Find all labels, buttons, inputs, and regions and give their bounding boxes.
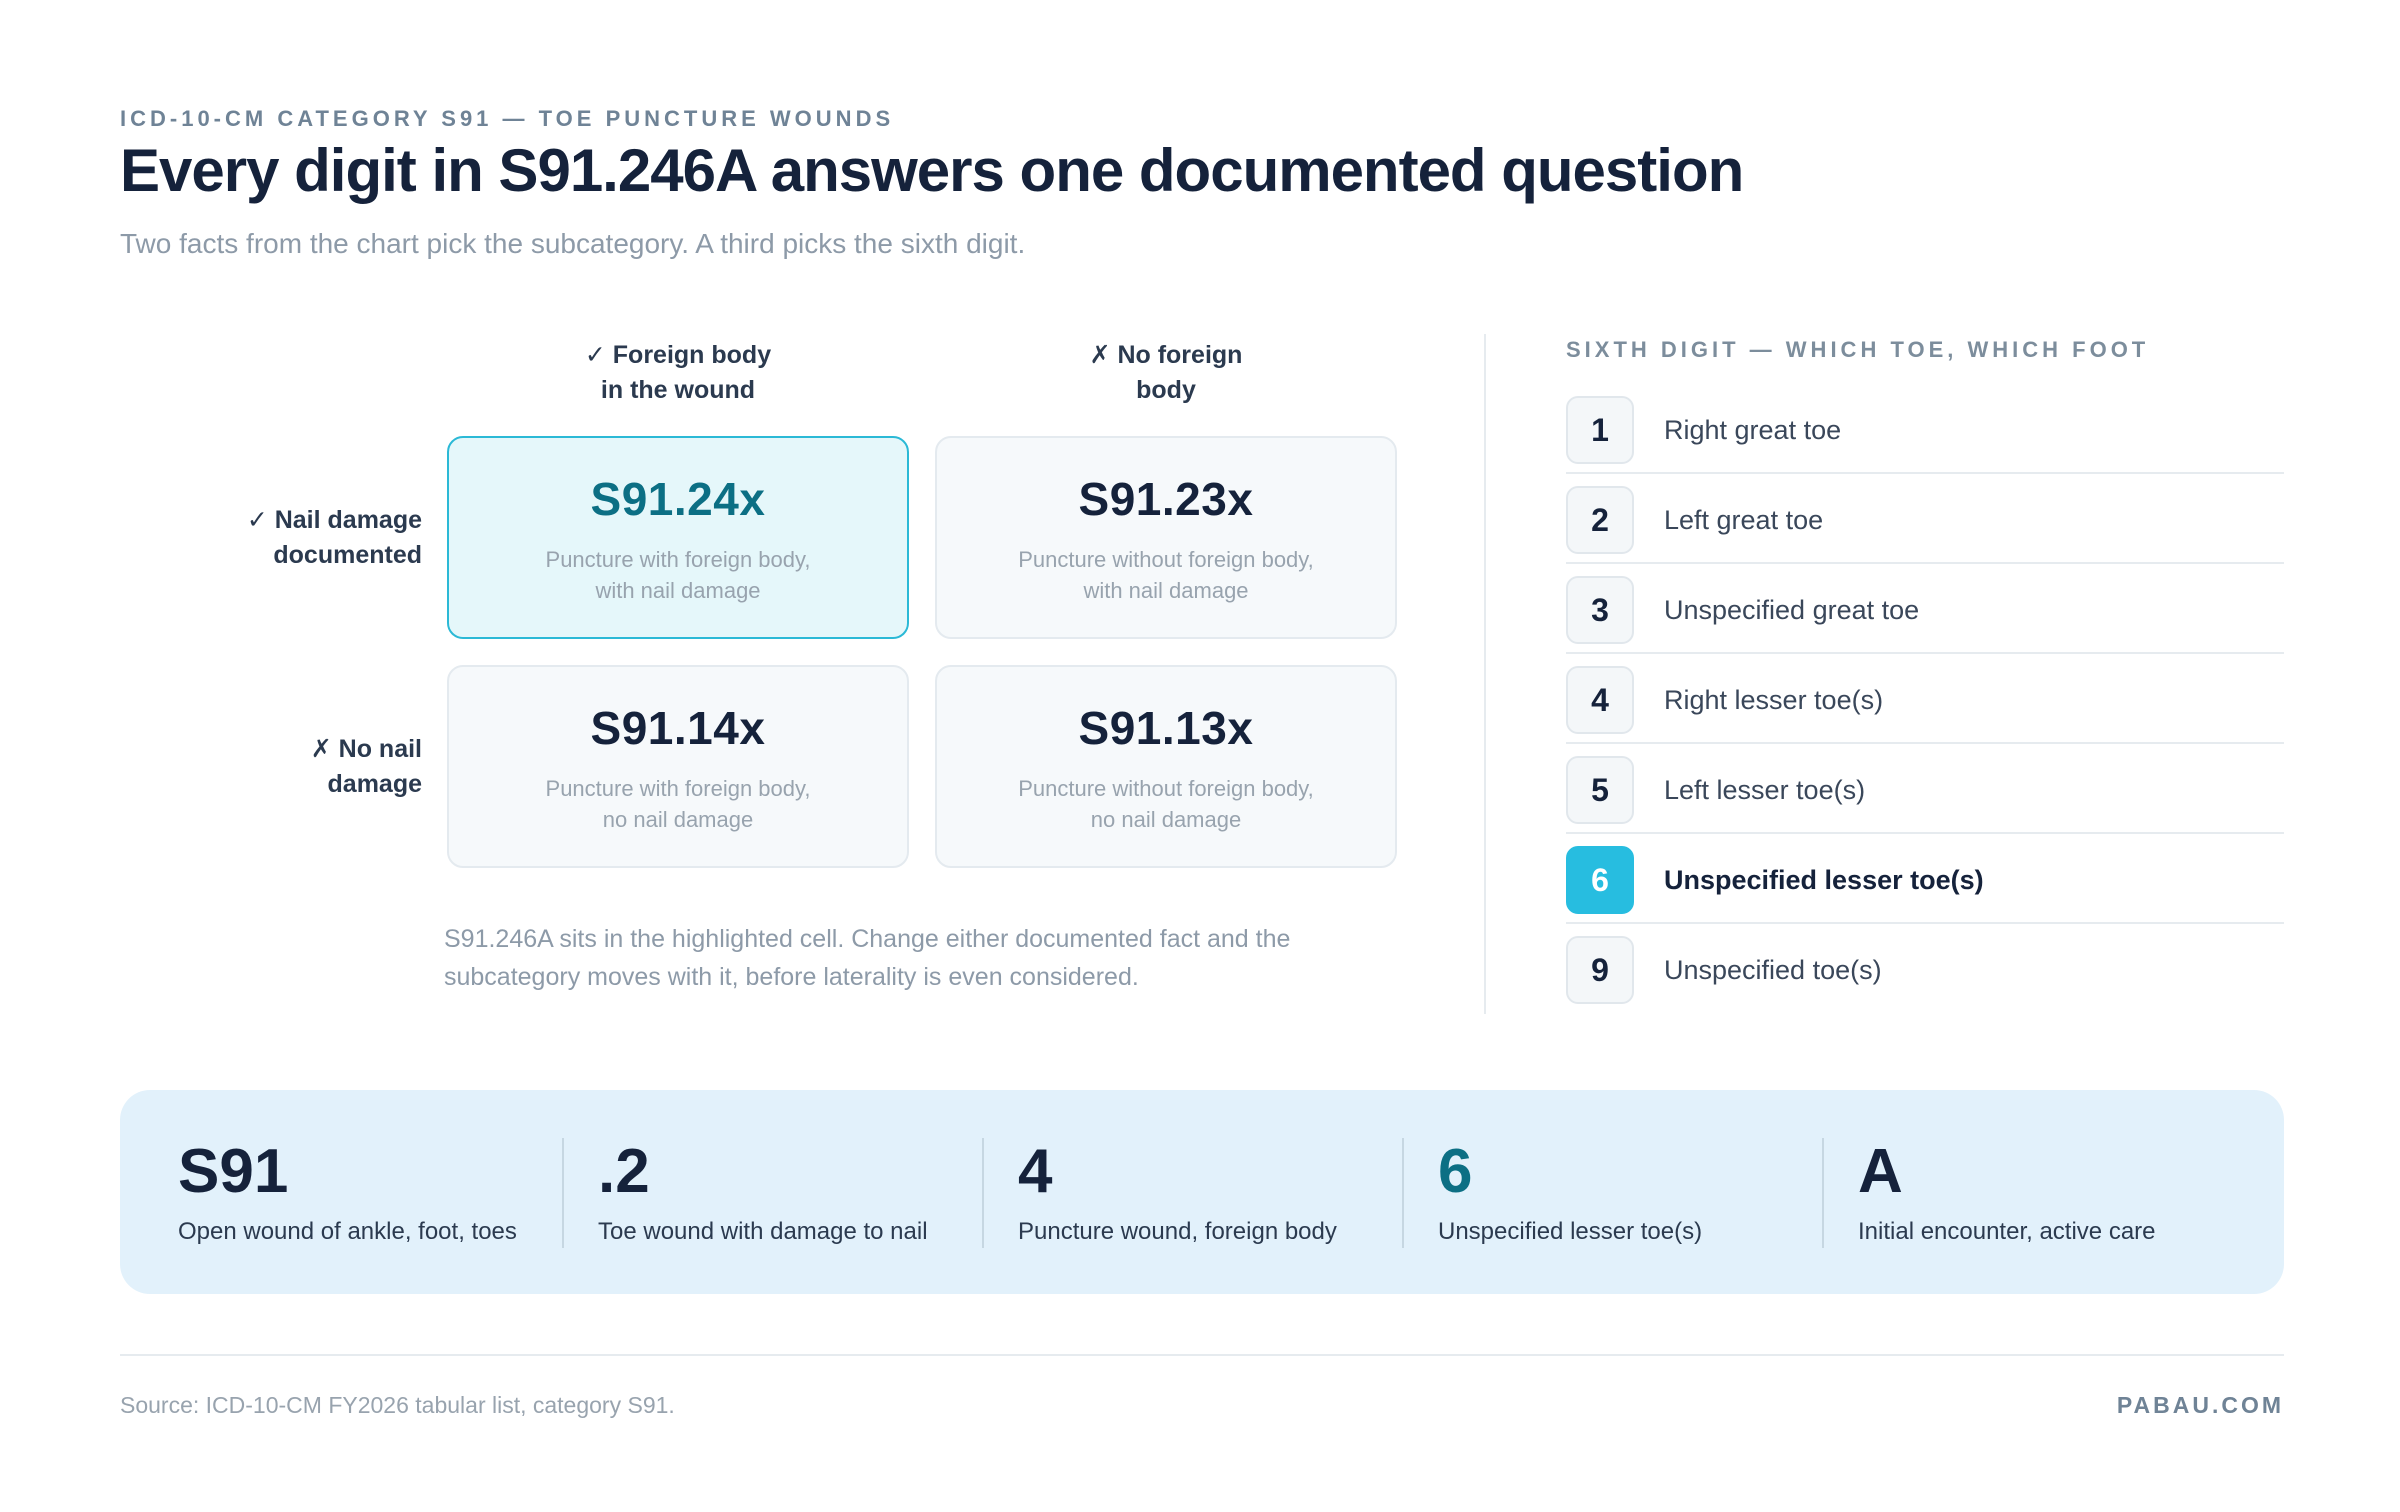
breakdown-part: S91 [178, 1137, 289, 1206]
vertical-divider [1484, 334, 1486, 1014]
digit-badge: 2 [1566, 486, 1634, 554]
segment-divider [562, 1138, 564, 1248]
col-header-line: ✗ No foreign [1089, 341, 1243, 369]
breakdown-label: Open wound of ankle, foot, toes [178, 1218, 517, 1245]
list-item: 4 Right lesser toe(s) [1566, 654, 2284, 744]
note-line: S91.246A sits in the highlighted cell. C… [444, 925, 1291, 953]
cell-desc-line: Puncture without foreign body, [1018, 547, 1314, 572]
cell-code: S91.13x [1078, 702, 1254, 754]
digit-label: Left lesser toe(s) [1664, 775, 1866, 805]
digit-badge: 4 [1566, 666, 1634, 734]
row-header-nail-damage: ✓ Nail damage documented [180, 503, 422, 573]
cell-desc-line: with nail damage [595, 578, 761, 603]
breakdown-label: Puncture wound, foreign body [1018, 1218, 1337, 1245]
matrix-cell-s91-14x: S91.14x Puncture with foreign body, no n… [447, 665, 909, 868]
cell-description: Puncture without foreign body, no nail d… [937, 773, 1395, 835]
digit-label: Left great toe [1664, 505, 1824, 535]
digit-label: Unspecified toe(s) [1664, 955, 1882, 985]
cell-desc-line: no nail damage [602, 807, 754, 832]
source-note: Source: ICD-10-CM FY2026 tabular list, c… [120, 1392, 675, 1418]
segment-divider [1402, 1138, 1404, 1248]
breakdown-label: Unspecified lesser toe(s) [1438, 1218, 1703, 1245]
breakdown-segment-category: S91 Open wound of ankle, foot, toes [120, 1090, 538, 1294]
matrix-cell-s91-24x: S91.24x Puncture with foreign body, with… [447, 436, 909, 639]
digit-label: Unspecified lesser toe(s) [1664, 865, 1984, 895]
row-header-line: documented [273, 541, 422, 569]
cell-code: S91.24x [590, 473, 766, 525]
cell-desc-line: no nail damage [1090, 807, 1242, 832]
digit-badge: 1 [1566, 396, 1634, 464]
list-item-selected: 6 Unspecified lesser toe(s) [1566, 834, 2284, 924]
cell-desc-line: with nail damage [1083, 578, 1249, 603]
list-item: 9 Unspecified toe(s) [1566, 924, 2284, 1014]
digit-badge: 6 [1566, 846, 1634, 914]
matrix-note: S91.246A sits in the highlighted cell. C… [444, 920, 1404, 996]
footer-divider [120, 1354, 2284, 1356]
cell-desc-line: Puncture with foreign body, [545, 547, 811, 572]
matrix-cell-s91-23x: S91.23x Puncture without foreign body, w… [935, 436, 1397, 639]
breakdown-part: A [1858, 1137, 1903, 1206]
breakdown-part: .2 [598, 1137, 650, 1206]
matrix-cell-s91-13x: S91.13x Puncture without foreign body, n… [935, 665, 1397, 868]
row-header-line: damage [327, 770, 422, 798]
breakdown-segment-subcategory: .2 Toe wound with damage to nail [540, 1090, 958, 1294]
page-subtitle: Two facts from the chart pick the subcat… [120, 228, 1026, 259]
segment-divider [982, 1138, 984, 1248]
col-header-foreign-body: ✓ Foreign body in the wound [447, 338, 909, 408]
row-header-line: ✗ No nail [310, 735, 422, 763]
col-header-line: in the wound [600, 376, 756, 404]
cell-code: S91.14x [590, 702, 766, 754]
col-header-no-foreign-body: ✗ No foreign body [935, 338, 1397, 408]
list-item: 2 Left great toe [1566, 474, 2284, 564]
list-item: 5 Left lesser toe(s) [1566, 744, 2284, 834]
breakdown-segment-sixth-digit: 6 Unspecified lesser toe(s) [1380, 1090, 1798, 1294]
breakdown-label: Toe wound with damage to nail [598, 1218, 928, 1245]
cell-code: S91.23x [1078, 473, 1254, 525]
segment-divider [1822, 1138, 1824, 1248]
sixth-digit-title: SIXTH DIGIT — WHICH TOE, WHICH FOOT [1566, 337, 2150, 362]
breakdown-segment-encounter: A Initial encounter, active care [1800, 1090, 2218, 1294]
cell-description: Puncture with foreign body, no nail dama… [449, 773, 907, 835]
breakdown-part: 4 [1018, 1137, 1053, 1206]
col-header-line: body [1136, 376, 1196, 404]
digit-badge: 9 [1566, 936, 1634, 1004]
cell-description: Puncture without foreign body, with nail… [937, 544, 1395, 606]
digit-badge: 5 [1566, 756, 1634, 824]
list-item: 1 Right great toe [1566, 384, 2284, 474]
col-header-line: ✓ Foreign body [584, 341, 772, 369]
breakdown-label: Initial encounter, active care [1858, 1218, 2156, 1245]
note-line: subcategory moves with it, before latera… [444, 963, 1139, 991]
row-header-line: ✓ Nail damage [246, 506, 422, 534]
sixth-digit-list: 1 Right great toe 2 Left great toe 3 Uns… [1566, 384, 2284, 1014]
digit-label: Unspecified great toe [1664, 595, 1920, 625]
digit-label: Right great toe [1664, 415, 1842, 445]
breakdown-segment-wound-type: 4 Puncture wound, foreign body [960, 1090, 1378, 1294]
cell-desc-line: Puncture with foreign body, [545, 776, 811, 801]
digit-badge: 3 [1566, 576, 1634, 644]
digit-label: Right lesser toe(s) [1664, 685, 1884, 715]
brand-link[interactable]: PABAU.COM [2116, 1392, 2284, 1418]
list-item: 3 Unspecified great toe [1566, 564, 2284, 654]
cell-description: Puncture with foreign body, with nail da… [449, 544, 907, 606]
eyebrow: ICD-10-CM CATEGORY S91 — TOE PUNCTURE WO… [120, 106, 895, 131]
row-header-no-nail-damage: ✗ No nail damage [180, 732, 422, 802]
breakdown-part: 6 [1438, 1137, 1473, 1206]
page-title: Every digit in S91.246A answers one docu… [120, 137, 1744, 204]
code-breakdown-band: S91 Open wound of ankle, foot, toes .2 T… [120, 1090, 2284, 1294]
cell-desc-line: Puncture without foreign body, [1018, 776, 1314, 801]
